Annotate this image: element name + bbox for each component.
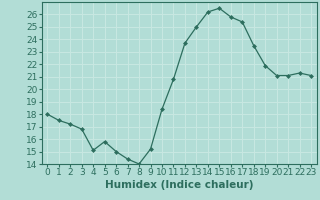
X-axis label: Humidex (Indice chaleur): Humidex (Indice chaleur) — [105, 180, 253, 190]
